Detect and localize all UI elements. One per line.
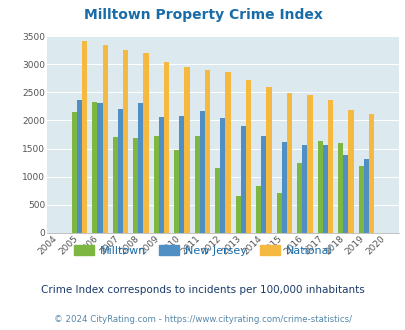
Bar (240, 126, 245, 233)
Bar (113, 137, 117, 233)
Bar (164, 62, 169, 233)
Bar (342, 155, 347, 233)
Bar (261, 136, 266, 233)
Bar (97, 103, 102, 233)
Bar (194, 136, 199, 233)
Bar (117, 109, 123, 233)
Text: Milltown Property Crime Index: Milltown Property Crime Index (83, 8, 322, 22)
Bar (276, 193, 281, 233)
Bar (327, 100, 332, 233)
Bar (199, 111, 205, 233)
Bar (317, 141, 322, 233)
Bar (358, 166, 363, 233)
Bar (322, 146, 327, 233)
Bar (245, 80, 250, 233)
Bar (215, 168, 220, 233)
Bar (72, 112, 77, 233)
Text: Crime Index corresponds to incidents per 100,000 inhabitants: Crime Index corresponds to incidents per… (41, 285, 364, 295)
Bar (256, 185, 261, 233)
Bar (184, 67, 189, 233)
Bar (347, 110, 353, 233)
Bar (82, 41, 87, 233)
Bar (281, 142, 286, 233)
Bar (337, 143, 342, 233)
Bar (266, 87, 271, 233)
Bar (102, 45, 107, 233)
Bar (205, 70, 209, 233)
Bar (368, 114, 373, 233)
Bar (77, 100, 82, 233)
Bar (302, 146, 307, 233)
Bar (92, 102, 97, 233)
Bar (174, 150, 179, 233)
Bar (235, 196, 240, 233)
Legend: Milltown, New Jersey, National: Milltown, New Jersey, National (69, 241, 336, 260)
Bar (296, 163, 302, 233)
Bar (153, 136, 158, 233)
Bar (138, 103, 143, 233)
Bar (123, 50, 128, 233)
Bar (363, 159, 368, 233)
Text: © 2024 CityRating.com - https://www.cityrating.com/crime-statistics/: © 2024 CityRating.com - https://www.city… (54, 315, 351, 324)
Bar (158, 116, 164, 233)
Bar (133, 138, 138, 233)
Bar (143, 52, 148, 233)
Bar (307, 95, 312, 233)
Bar (225, 73, 230, 233)
Bar (220, 118, 225, 233)
Bar (286, 93, 291, 233)
Bar (179, 116, 184, 233)
